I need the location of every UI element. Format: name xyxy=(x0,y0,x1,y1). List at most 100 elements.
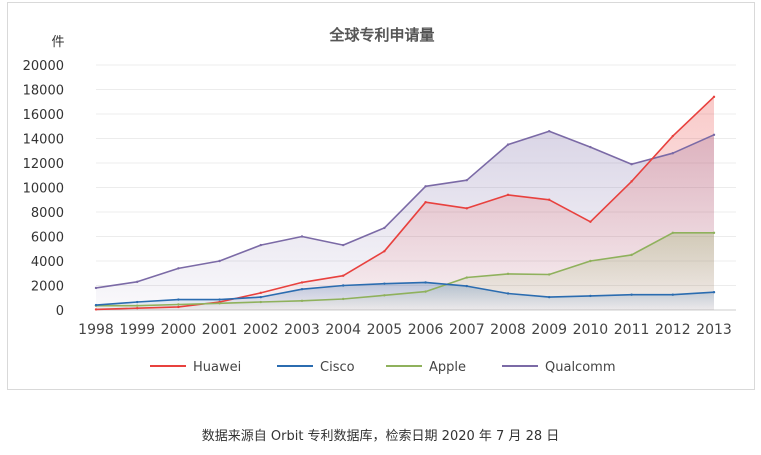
point-apple xyxy=(630,253,633,257)
x-tick-label: 2008 xyxy=(490,322,526,338)
point-huawei xyxy=(424,201,427,204)
x-tick-label: 2007 xyxy=(449,322,485,338)
point-qualcomm xyxy=(712,133,716,137)
x-tick-label: 2006 xyxy=(408,322,444,338)
point-cisco xyxy=(218,298,221,301)
source-note: 数据来源自 Orbit 专利数据库，检索日期 2020 年 7 月 28 日 xyxy=(201,429,560,444)
x-tick-label: 2011 xyxy=(614,322,650,338)
point-apple xyxy=(177,303,180,306)
y-tick-label: 10000 xyxy=(23,182,64,197)
y-tick-label: 6000 xyxy=(31,231,64,246)
point-huawei xyxy=(548,198,551,201)
line-cisco xyxy=(95,281,715,306)
point-cisco xyxy=(424,281,427,284)
area-huawei xyxy=(96,96,714,310)
point-cisco xyxy=(589,294,592,298)
line-apple xyxy=(96,232,714,307)
point-cisco xyxy=(465,284,468,288)
y-tick-label: 20000 xyxy=(23,59,64,74)
point-huawei xyxy=(671,134,674,138)
y-tick-label: 16000 xyxy=(23,108,64,123)
point-cisco xyxy=(506,292,510,295)
point-huawei xyxy=(630,180,633,183)
point-cisco xyxy=(383,282,386,285)
point-qualcomm xyxy=(630,163,633,166)
point-huawei xyxy=(383,250,386,253)
point-qualcomm xyxy=(506,143,510,146)
legend-label: Huawei xyxy=(193,360,241,375)
point-huawei xyxy=(465,207,468,210)
y-tick-label: 2000 xyxy=(31,280,64,295)
line-qualcomm xyxy=(95,130,715,289)
point-apple xyxy=(506,272,510,276)
point-cisco xyxy=(94,303,98,307)
point-qualcomm xyxy=(465,178,468,182)
x-tick-label: 1998 xyxy=(78,322,114,338)
point-qualcomm xyxy=(218,259,221,263)
point-huawei xyxy=(259,291,262,295)
point-cisco xyxy=(712,291,716,294)
point-qualcomm xyxy=(177,267,180,270)
point-apple xyxy=(259,300,262,304)
point-qualcomm xyxy=(94,286,98,290)
point-cisco xyxy=(630,293,633,296)
point-apple xyxy=(712,231,716,235)
y-tick-labels: 0 2000 4000 6000 8000 10000 12000 14000 16000 180… xyxy=(23,59,64,319)
point-apple xyxy=(589,259,592,263)
point-apple xyxy=(383,294,386,297)
x-tick-label: 2012 xyxy=(655,322,691,338)
legend-item-cisco[interactable]: Cisco xyxy=(277,360,355,375)
point-huawei xyxy=(589,220,592,223)
point-qualcomm xyxy=(424,185,427,188)
point-qualcomm xyxy=(342,243,345,247)
point-qualcomm xyxy=(383,226,386,230)
point-huawei xyxy=(712,95,716,99)
legend-label: Qualcomm xyxy=(545,360,615,375)
point-cisco xyxy=(177,298,180,301)
y-axis-unit-label: 件 xyxy=(51,35,64,50)
y-tick-label: 14000 xyxy=(23,133,64,148)
x-tick-label: 1999 xyxy=(119,322,155,338)
point-qualcomm xyxy=(548,129,551,133)
point-huawei xyxy=(342,274,345,277)
chart-frame: 全球专利申请量 件 0 2000 4000 6000 8000 10000 12000 140… xyxy=(7,2,755,390)
point-cisco xyxy=(136,300,139,304)
x-tick-label: 2010 xyxy=(573,322,609,338)
area-apple xyxy=(96,232,714,310)
x-tick-label: 2004 xyxy=(325,322,361,338)
point-huawei xyxy=(94,308,98,311)
legend-item-huawei[interactable]: Huawei xyxy=(150,360,241,375)
point-apple xyxy=(342,297,345,301)
point-qualcomm xyxy=(300,235,304,238)
point-cisco xyxy=(548,295,551,299)
x-tick-label: 2000 xyxy=(161,322,197,338)
legend-item-qualcomm[interactable]: Qualcomm xyxy=(502,360,615,375)
area-fills xyxy=(96,96,714,310)
y-tick-label: 18000 xyxy=(23,84,64,99)
legend-label: Cisco xyxy=(320,360,355,375)
legend-label: Apple xyxy=(429,360,466,375)
point-qualcomm xyxy=(671,152,674,155)
point-huawei xyxy=(300,281,304,284)
point-huawei xyxy=(136,306,139,310)
point-cisco xyxy=(671,293,674,296)
point-cisco xyxy=(300,287,304,291)
chart-title: 全球专利申请量 xyxy=(328,26,434,44)
chart-svg: 全球专利申请量 件 0 2000 4000 6000 8000 10000 12000 140… xyxy=(23,26,736,375)
point-apple xyxy=(300,299,304,303)
y-tick-label: 4000 xyxy=(31,255,64,270)
y-tick-label: 12000 xyxy=(23,157,64,172)
point-qualcomm xyxy=(589,145,592,149)
point-cisco xyxy=(342,284,345,287)
legend-item-apple[interactable]: Apple xyxy=(386,360,466,375)
x-tick-label: 2013 xyxy=(696,322,732,338)
legend: Huawei Cisco Apple Qualcomm xyxy=(150,360,615,375)
x-tick-label: 2002 xyxy=(243,322,279,338)
point-qualcomm xyxy=(136,280,139,284)
point-apple xyxy=(671,231,674,235)
point-huawei xyxy=(177,305,180,309)
y-tick-label: 0 xyxy=(56,304,64,319)
point-apple xyxy=(424,290,427,293)
series-lines xyxy=(94,95,716,311)
y-tick-label: 8000 xyxy=(31,206,64,221)
